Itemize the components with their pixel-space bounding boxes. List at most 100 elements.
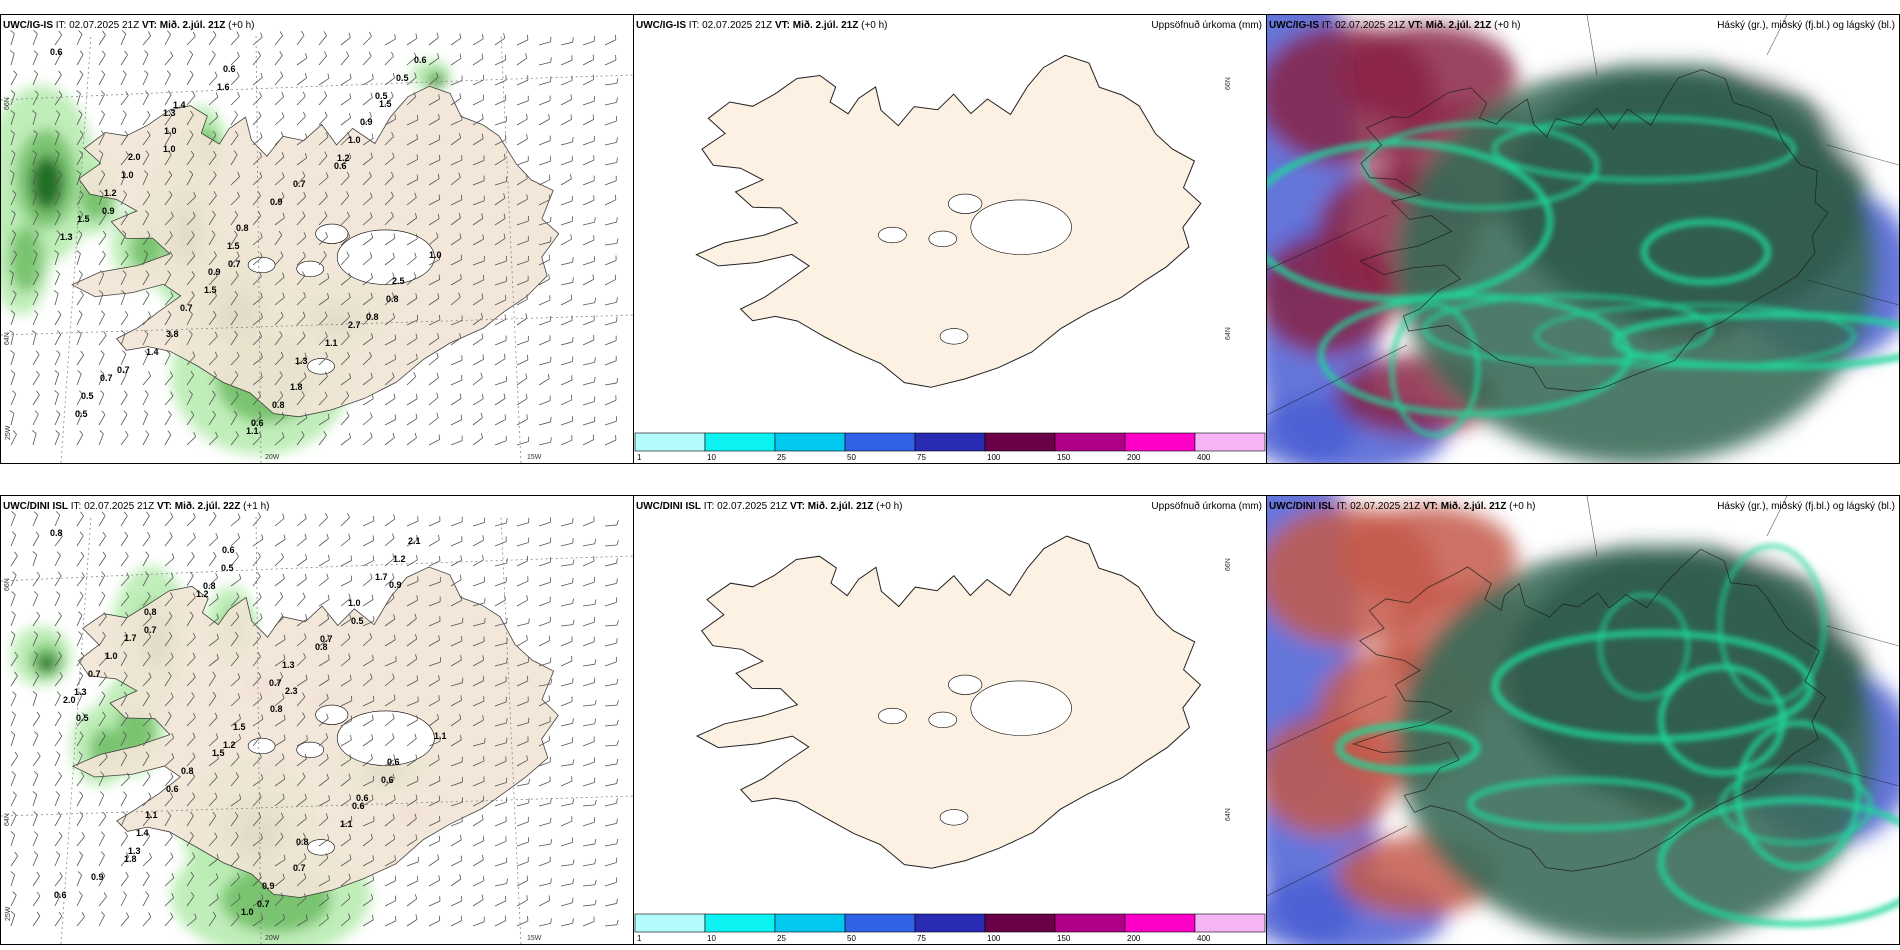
vt-value: Mið. 2.júl. 21Z: [159, 20, 226, 31]
wind-precip-panel-top[interactable]: UWC/IG-IS IT: 02.07.2025 21Z VT: Mið. 2.…: [0, 14, 634, 464]
vt-label: VT:: [1407, 20, 1423, 31]
coordinate-label: 64N: [4, 813, 11, 826]
precip-value-label: 0.7: [88, 669, 101, 679]
precip-value-label: 1.0: [429, 250, 442, 260]
precip-value-label: 2.0: [128, 152, 141, 162]
precip-value-label: 1.5: [204, 285, 217, 295]
wind-barbs: [10, 511, 619, 927]
colorbar-swatch: [1194, 913, 1266, 933]
precip-value-label: 0.8: [315, 642, 328, 652]
panel-header: UWC/IG-IS IT: 02.07.2025 21Z VT: Mið. 2.…: [1269, 19, 1521, 32]
precip-colorbar: 1 10 25 50 75 100 150 200 400: [634, 913, 1266, 943]
cloud-cover-panel-bottom[interactable]: UWC/DINI ISL IT: 02.07.2025 21Z VT: Mið.…: [1266, 495, 1900, 945]
precip-value-label: 0.6: [166, 784, 179, 794]
lead-time: (+0 h): [228, 20, 255, 31]
lead-time: (+0 h): [1509, 501, 1536, 512]
panel-header: UWC/IG-IS IT: 02.07.2025 21Z VT: Mið. 2.…: [636, 19, 888, 32]
colorbar-swatch: [634, 432, 706, 452]
glacier-outline: [939, 328, 969, 345]
accumulated-precip-panel-bottom[interactable]: UWC/DINI ISL IT: 02.07.2025 21Z VT: Mið.…: [633, 495, 1267, 945]
model-name: UWC/DINI ISL: [1269, 501, 1334, 512]
accumulated-precip-map: 66N 64N 1 10 25 50 75 100 150 200 400: [634, 496, 1266, 944]
precip-value-label: 0.7: [293, 863, 306, 873]
it-value: 02.07.2025 21Z: [702, 20, 773, 31]
precip-value-label: 0.5: [396, 73, 409, 83]
lead-time: (+0 h): [861, 20, 888, 31]
coordinate-label: 20W: [265, 935, 280, 942]
precip-value-label: 1.2: [104, 188, 117, 198]
precip-value-label: 0.6: [50, 47, 63, 57]
precip-value-label: 1.4: [136, 828, 149, 838]
coordinate-label: 20W: [265, 454, 280, 461]
colorbar-swatch: [774, 913, 846, 933]
glacier-outline: [315, 704, 349, 725]
it-value: 02.07.2025 21Z: [69, 20, 140, 31]
precip-value-label: 1.2: [337, 153, 350, 163]
precip-colorbar: 1 10 25 50 75 100 150 200 400: [634, 432, 1266, 462]
precip-value-label: 1.5: [212, 748, 225, 758]
precip-value-label: 0.5: [75, 409, 88, 419]
glacier-outline: [296, 741, 325, 758]
precip-value-label: 1.0: [163, 144, 176, 154]
precip-value-label: 1.2: [196, 589, 209, 599]
precip-value-label: 0.8: [386, 294, 399, 304]
precip-value-label: 0.7: [293, 179, 306, 189]
colorbar-tick-label: 50: [847, 934, 856, 943]
precip-value-label: 1.2: [393, 554, 406, 564]
it-label: IT:: [55, 20, 67, 31]
precip-value-label: 0.8: [296, 837, 309, 847]
precip-value-label: 0.9: [270, 197, 283, 207]
accumulated-precip-panel-top[interactable]: UWC/IG-IS IT: 02.07.2025 21Z VT: Mið. 2.…: [633, 14, 1267, 464]
colorbar-swatch: [704, 913, 776, 933]
glacier-outline: [928, 230, 958, 247]
precip-value-label: 0.9: [360, 117, 373, 127]
glacier-outline: [247, 737, 276, 755]
it-label: IT:: [70, 501, 82, 512]
precip-value-label: 2.0: [63, 695, 76, 705]
precip-value-label: 1.0: [348, 598, 361, 608]
coordinate-label: 25W: [5, 906, 12, 921]
iceland-coastline: [1352, 548, 1827, 872]
precip-value-label: 1.8: [290, 382, 303, 392]
colorbar-tick-label: 10: [707, 453, 716, 462]
colorbar-tick-label: 100: [987, 934, 1001, 943]
cloud-cover-panel-top[interactable]: UWC/IG-IS IT: 02.07.2025 21Z VT: Mið. 2.…: [1266, 14, 1900, 464]
precip-value-label: 0.8: [203, 581, 216, 591]
vt-value: Mið. 2.júl. 21Z: [807, 501, 874, 512]
model-name: UWC/DINI ISL: [3, 501, 68, 512]
precip-value-label: 1.4: [146, 347, 159, 357]
graticule: [1267, 15, 1899, 416]
colorbar-tick-label: 150: [1057, 934, 1071, 943]
glacier-outline: [948, 193, 983, 214]
vt-label: VT:: [141, 20, 157, 31]
vt-label: VT:: [156, 501, 172, 512]
colorbar-swatch: [1054, 432, 1126, 452]
glacier-outline: [296, 260, 325, 277]
precip-value-label: 1.0: [164, 126, 177, 136]
wind-precip-panel-bottom[interactable]: UWC/DINI ISL IT: 02.07.2025 21Z VT: Mið.…: [0, 495, 634, 945]
glacier-outline: [878, 707, 907, 725]
colorbar-tick-label: 400: [1197, 934, 1211, 943]
coordinate-label: 64N: [4, 332, 11, 345]
precip-value-label: 0.6: [352, 801, 365, 811]
precip-value-label: 1.0: [121, 170, 134, 180]
glacier-outline: [315, 223, 349, 244]
cloud-cover-map: [1267, 15, 1899, 463]
precip-value-label: 0.8: [272, 400, 285, 410]
iceland-coastline: [71, 566, 559, 898]
precip-value-label: 1.5: [77, 214, 90, 224]
precip-value-label: 2.3: [285, 686, 298, 696]
colorbar-tick-label: 150: [1057, 453, 1071, 462]
vt-label: VT:: [774, 20, 790, 31]
precip-value-label: 1.1: [145, 810, 158, 820]
colorbar-swatch: [984, 432, 1056, 452]
it-value: 02.07.2025 21Z: [717, 501, 788, 512]
iceland-coastline: [71, 85, 560, 418]
precip-value-label: 0.8: [181, 766, 194, 776]
precip-value-label: 0.7: [257, 899, 270, 909]
precip-value-label: 1.6: [217, 82, 230, 92]
vt-label: VT:: [1422, 501, 1438, 512]
precip-value-label: 0.9: [262, 881, 275, 891]
precip-value-label: 1.3: [163, 108, 176, 118]
